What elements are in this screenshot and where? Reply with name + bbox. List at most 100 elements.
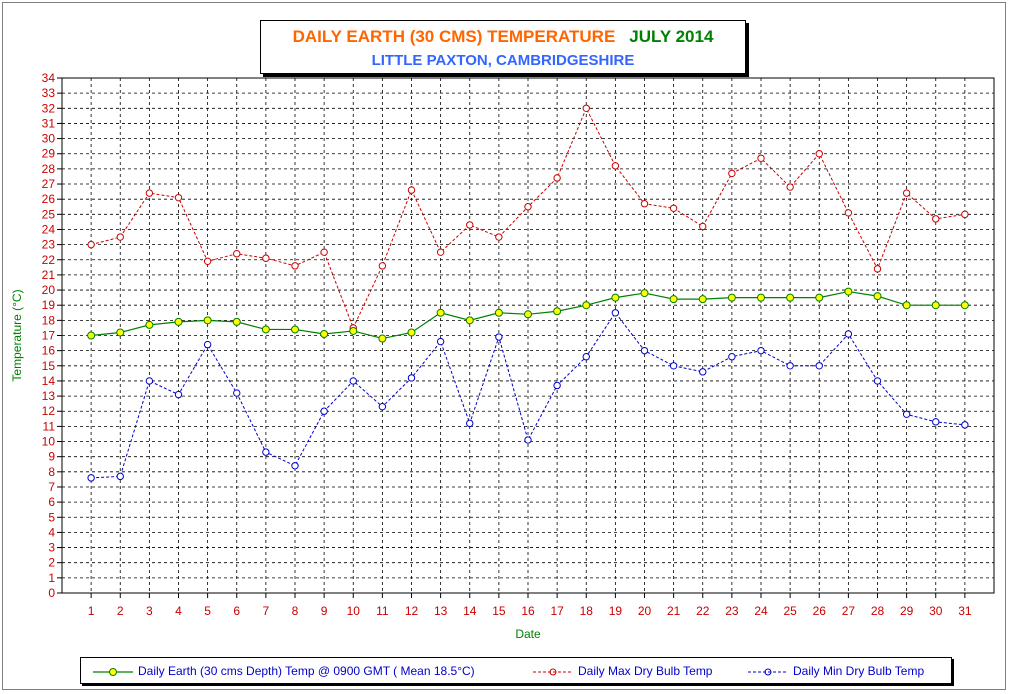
y-tick-label: 31: [42, 116, 56, 130]
x-tick-label: 26: [813, 604, 827, 618]
y-tick-label: 13: [42, 389, 56, 403]
y-tick-label: 18: [42, 313, 56, 327]
y-tick-label: 25: [42, 207, 56, 221]
x-tick-label: 31: [958, 604, 972, 618]
y-tick-label: 11: [43, 419, 56, 433]
y-tick-label: 6: [48, 495, 55, 509]
legend-label-max: Daily Max Dry Bulb Temp: [578, 664, 713, 678]
data-point-max: [87, 240, 95, 249]
data-point-min: [815, 362, 823, 370]
chart-title-date: JULY 2014: [629, 27, 714, 46]
x-tick-label: 20: [638, 604, 652, 618]
y-tick-label: 15: [42, 359, 56, 373]
data-point-min: [961, 421, 969, 429]
data-point-earth: [931, 301, 940, 310]
data-point-max: [378, 262, 387, 270]
data-point-max: [640, 200, 649, 208]
data-point-earth: [378, 334, 387, 343]
legend-label-earth: Daily Earth (30 cms Depth) Temp @ 0900 G…: [138, 664, 475, 678]
x-tick-label: 3: [146, 604, 153, 618]
data-point-min: [320, 407, 328, 415]
data-point-earth: [611, 293, 620, 302]
data-point-min: [786, 362, 794, 370]
x-tick-label: 22: [696, 604, 710, 618]
data-point-min: [349, 377, 357, 385]
data-point-min: [640, 346, 649, 355]
data-point-min: [844, 330, 853, 338]
y-tick-label: 16: [42, 344, 56, 358]
data-point-max: [582, 104, 590, 112]
data-point-max: [699, 222, 707, 231]
plot-border: [61, 77, 995, 594]
y-tick-label: 33: [42, 86, 56, 100]
data-point-min: [174, 390, 183, 399]
data-point-min: [262, 448, 270, 456]
data-point-min: [466, 419, 474, 428]
data-point-min: [145, 377, 154, 385]
y-tick-label: 4: [48, 525, 55, 539]
x-tick-label: 24: [754, 604, 768, 618]
data-point-max: [203, 257, 212, 265]
data-point-max: [873, 265, 882, 273]
data-point-max: [407, 186, 416, 194]
chart-subtitle: LITTLE PAXTON, CAMBRIDGESHIRE: [371, 52, 635, 69]
data-point-earth: [873, 292, 882, 301]
data-point-earth: [174, 317, 183, 326]
data-point-earth: [291, 325, 299, 334]
data-point-max: [233, 250, 241, 258]
legend-item-earth: Daily Earth (30 cms Depth) Temp @ 0900 G…: [91, 664, 475, 678]
x-tick-label: 15: [492, 604, 506, 618]
x-axis-title: Date: [515, 627, 541, 641]
data-point-max: [116, 233, 124, 241]
x-tick-label: 25: [783, 604, 797, 618]
data-point-max: [844, 209, 853, 217]
data-point-max: [728, 169, 736, 178]
x-tick-label: 17: [550, 604, 564, 618]
y-tick-label: 0: [48, 586, 55, 600]
data-point-earth: [960, 301, 969, 310]
x-tick-label: 30: [929, 604, 943, 618]
y-tick-label: 14: [42, 374, 56, 388]
data-point-min: [932, 418, 940, 426]
data-point-earth: [465, 316, 474, 325]
data-point-earth: [786, 293, 795, 302]
data-point-earth: [640, 289, 649, 298]
data-point-max: [320, 248, 328, 256]
x-tick-label: 23: [725, 604, 739, 618]
x-tick-label: 29: [900, 604, 914, 618]
y-tick-label: 7: [48, 480, 55, 494]
y-tick-label: 22: [42, 253, 56, 267]
y-tick-label: 30: [42, 132, 56, 146]
x-tick-label: 19: [609, 604, 623, 618]
x-tick-label: 6: [233, 604, 240, 618]
legend: Daily Earth (30 cms Depth) Temp @ 0900 G…: [80, 657, 952, 684]
legend-swatch-earth: [93, 667, 133, 676]
data-point-earth: [757, 293, 765, 302]
x-tick-label: 13: [434, 604, 448, 618]
x-tick-label: 28: [871, 604, 885, 618]
x-tick-label: 10: [347, 604, 361, 618]
x-tick-label: 14: [463, 604, 477, 618]
y-tick-label: 21: [42, 268, 56, 282]
legend-swatch-min: [748, 668, 788, 676]
y-tick-label: 34: [42, 71, 56, 85]
data-point-earth: [232, 317, 241, 326]
data-point-earth: [320, 329, 329, 338]
data-point-min: [203, 340, 212, 349]
x-tick-label: 11: [376, 604, 389, 618]
y-tick-label: 12: [42, 404, 56, 418]
data-point-earth: [145, 320, 154, 329]
data-point-earth: [436, 308, 445, 317]
y-tick-label: 19: [42, 298, 56, 312]
data-point-max: [436, 248, 445, 256]
data-point-min: [495, 333, 503, 341]
x-tick-label: 4: [175, 604, 182, 618]
y-tick-label: 28: [42, 162, 56, 176]
data-point-min: [87, 474, 95, 482]
legend-label-min: Daily Min Dry Bulb Temp: [793, 664, 925, 678]
y-tick-label: 3: [48, 541, 55, 555]
data-point-earth: [203, 316, 212, 325]
data-point-earth: [87, 331, 96, 340]
data-point-earth: [727, 293, 736, 302]
data-point-max: [524, 203, 532, 211]
